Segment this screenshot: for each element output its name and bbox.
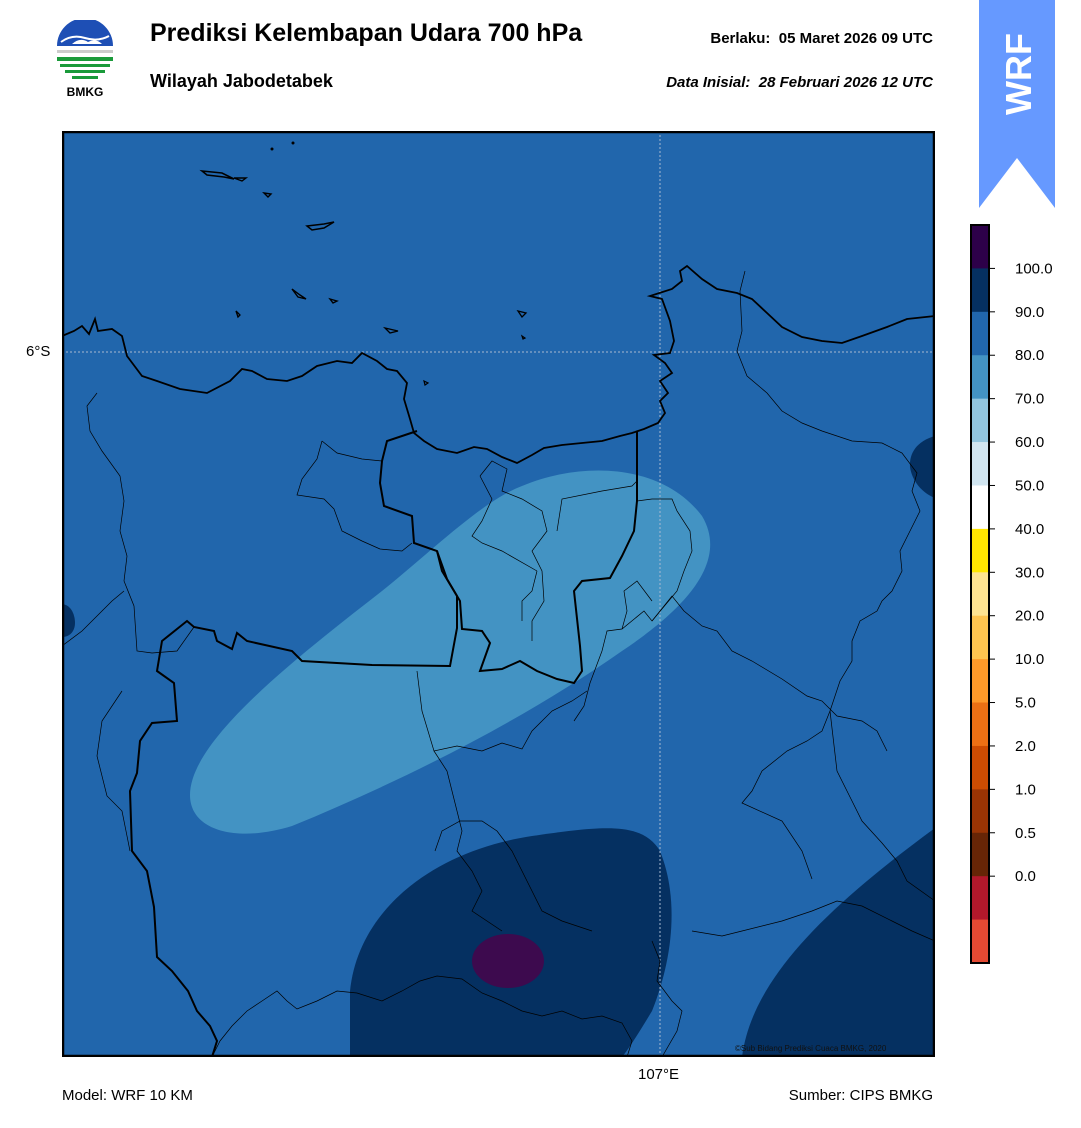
colorbar-label: 1.0: [1015, 781, 1036, 798]
map-title: Prediksi Kelembapan Udara 700 hPa: [150, 19, 583, 47]
colorbar-segment: [971, 442, 989, 486]
colorbar-label: 40.0: [1015, 521, 1044, 538]
colorbar-label: 2.0: [1015, 738, 1036, 755]
island: [423, 379, 430, 386]
colorbar-label: 60.0: [1015, 434, 1044, 451]
colorbar-segment: [971, 485, 989, 530]
bmkg-logo-icon: [57, 20, 113, 79]
island: [382, 326, 399, 334]
source-label: Sumber: CIPS BMKG: [788, 1087, 933, 1104]
copyright-text: ©Sub Bidang Prediksi Cuaca BMKG, 2020: [735, 1044, 887, 1053]
colorbar-label: 20.0: [1015, 608, 1044, 625]
colorbar: 100.0 90.0 80.0 70.0 60.0 50.0 40.0 30.0 20.0 10.…: [970, 224, 1053, 964]
colorbar-segment: [971, 528, 989, 573]
colorbar-label: 50.0: [1015, 477, 1044, 494]
island: [516, 309, 528, 319]
field-90-100-west: [62, 604, 75, 637]
init-time-value: 28 Februari 2026 12 UTC: [758, 74, 933, 91]
colorbar-segment: [971, 702, 989, 747]
field-90-100-southeast: [742, 828, 935, 1057]
init-label: Data Inisial:: [666, 74, 751, 91]
colorbar-segment: [971, 745, 989, 790]
island: [199, 169, 235, 180]
colorbar-segment: [971, 615, 989, 660]
colorbar-label: 10.0: [1015, 651, 1044, 668]
island: [233, 177, 249, 182]
colorbar-segment: [971, 659, 989, 704]
longitude-label: 107°E: [638, 1066, 680, 1083]
province-boundary: [378, 430, 638, 685]
field-100: [472, 934, 544, 988]
colorbar-segment: [971, 919, 989, 964]
regency-boundaries: [62, 270, 935, 1057]
valid-time: Berlaku: 05 Maret 2026 09 UTC: [710, 30, 933, 47]
valid-label: Berlaku:: [710, 30, 771, 47]
island: [235, 310, 241, 319]
init-time: Data Inisial: 28 Februari 2026 12 UTC: [666, 74, 933, 91]
island: [291, 141, 295, 145]
latitude-label: 6°S: [26, 343, 51, 360]
wrf-badge-text: WRF: [998, 33, 1039, 115]
field-90-100-east: [909, 436, 935, 498]
island: [291, 288, 307, 300]
colorbar-label: 90.0: [1015, 304, 1044, 321]
colorbar-label: 5.0: [1015, 695, 1036, 712]
colorbar-label: 100.0: [1015, 260, 1053, 277]
colorbar-segment: [971, 311, 989, 356]
colorbar-segment: [971, 268, 989, 313]
colorbar-segment: [971, 876, 989, 921]
coastline: [62, 264, 935, 464]
wrf-badge: WRF: [979, 0, 1055, 208]
colorbar-label: 80.0: [1015, 347, 1044, 364]
colorbar-segment: [971, 355, 989, 400]
island: [520, 334, 527, 340]
province-boundary: [128, 550, 458, 1057]
logo-text: BMKG: [66, 85, 104, 99]
colorbar-segment: [971, 832, 989, 877]
island: [262, 192, 273, 198]
colorbar-segment: [971, 572, 989, 617]
valid-time-value: 05 Maret 2026 09 UTC: [778, 30, 933, 47]
colorbar-label: 30.0: [1015, 564, 1044, 581]
island: [328, 297, 339, 304]
colorbar-segment: [971, 225, 989, 269]
colorbar-frame: [970, 224, 990, 964]
map-subtitle: Wilayah Jabodetabek: [150, 71, 333, 91]
humidity-map: [62, 131, 935, 1057]
colorbar-label: 0.5: [1015, 825, 1036, 842]
model-label: Model: WRF 10 KM: [62, 1087, 193, 1104]
island: [270, 147, 274, 151]
colorbar-segment: [971, 398, 989, 443]
colorbar-segment: [971, 789, 989, 834]
island: [305, 221, 335, 231]
colorbar-label: 70.0: [1015, 391, 1044, 408]
field-70-80: [190, 470, 711, 834]
colorbar-label: 0.0: [1015, 868, 1036, 885]
